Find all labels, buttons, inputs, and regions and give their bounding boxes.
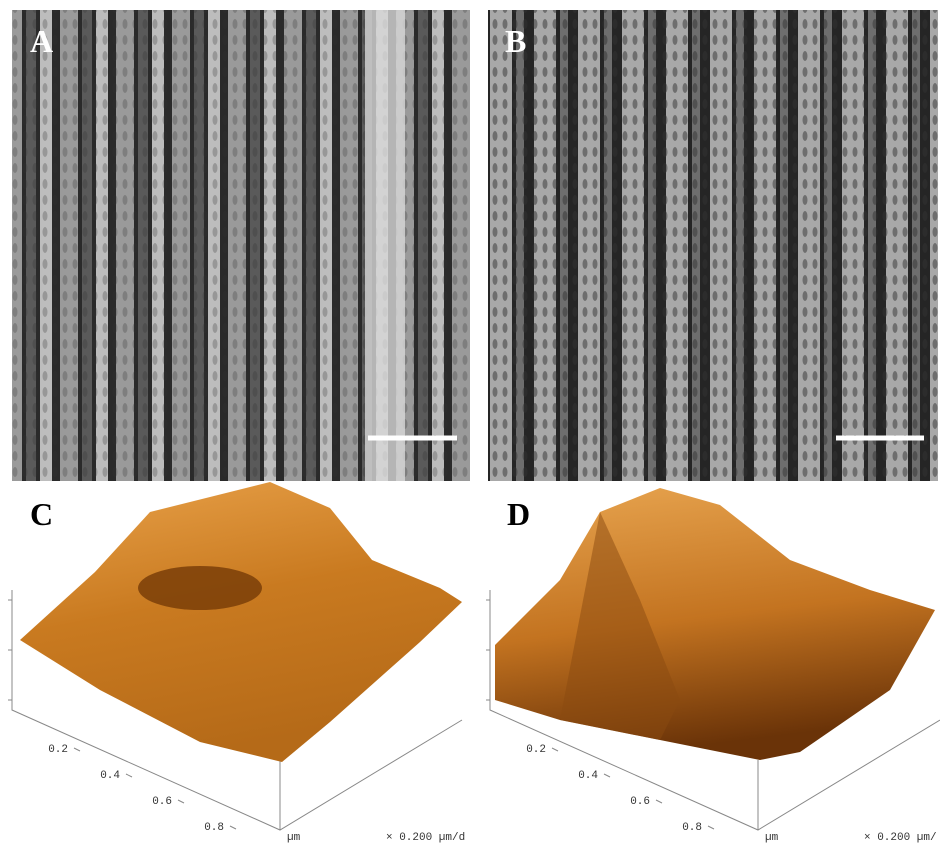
axis-ticks xyxy=(8,600,12,700)
tick-label: 0.8 xyxy=(682,822,702,834)
tick-mark xyxy=(126,774,132,777)
axis-ticks xyxy=(486,600,490,700)
tick-label: 0.2 xyxy=(526,744,546,756)
panel-c: C 0.2 0.4 0.6 0.8 µm × 0.200 µm/d xyxy=(8,482,465,844)
afm-pore xyxy=(138,566,262,610)
axis-unit: µm xyxy=(287,832,301,844)
tick-mark xyxy=(656,800,662,803)
bright-fiber xyxy=(365,10,405,481)
tick-label: 0.4 xyxy=(578,770,598,782)
tick-mark xyxy=(178,800,184,803)
axis-scale: × 0.200 µm/d xyxy=(386,832,465,844)
panel-label: D xyxy=(507,496,530,532)
panel-label: C xyxy=(30,496,53,532)
tick-label: 0.4 xyxy=(100,770,120,782)
tick-label: 0.6 xyxy=(152,796,172,808)
tick-mark xyxy=(604,774,610,777)
panel-d: D 0.2 0.4 0.6 0.8 µm × 0.200 µm/ xyxy=(486,488,940,844)
tick-mark xyxy=(552,748,558,751)
figure: A B C 0.2 0.4 0.6 0.8 µm × 0.200 µm/d D 0.2 0.… xyxy=(0,0,940,845)
tick-mark xyxy=(230,826,236,829)
tick-mark xyxy=(708,826,714,829)
sem-texture xyxy=(488,10,938,481)
tick-label: 0.2 xyxy=(48,744,68,756)
panel-b: B xyxy=(488,10,938,481)
panel-label: A xyxy=(30,23,53,59)
panel-a: A xyxy=(12,10,470,481)
tick-label: 0.6 xyxy=(630,796,650,808)
axis-unit: µm xyxy=(765,832,779,844)
axis-scale: × 0.200 µm/ xyxy=(864,832,937,844)
tick-mark xyxy=(74,748,80,751)
panel-label: B xyxy=(505,23,526,59)
afm-surface xyxy=(20,482,462,762)
tick-label: 0.8 xyxy=(204,822,224,834)
